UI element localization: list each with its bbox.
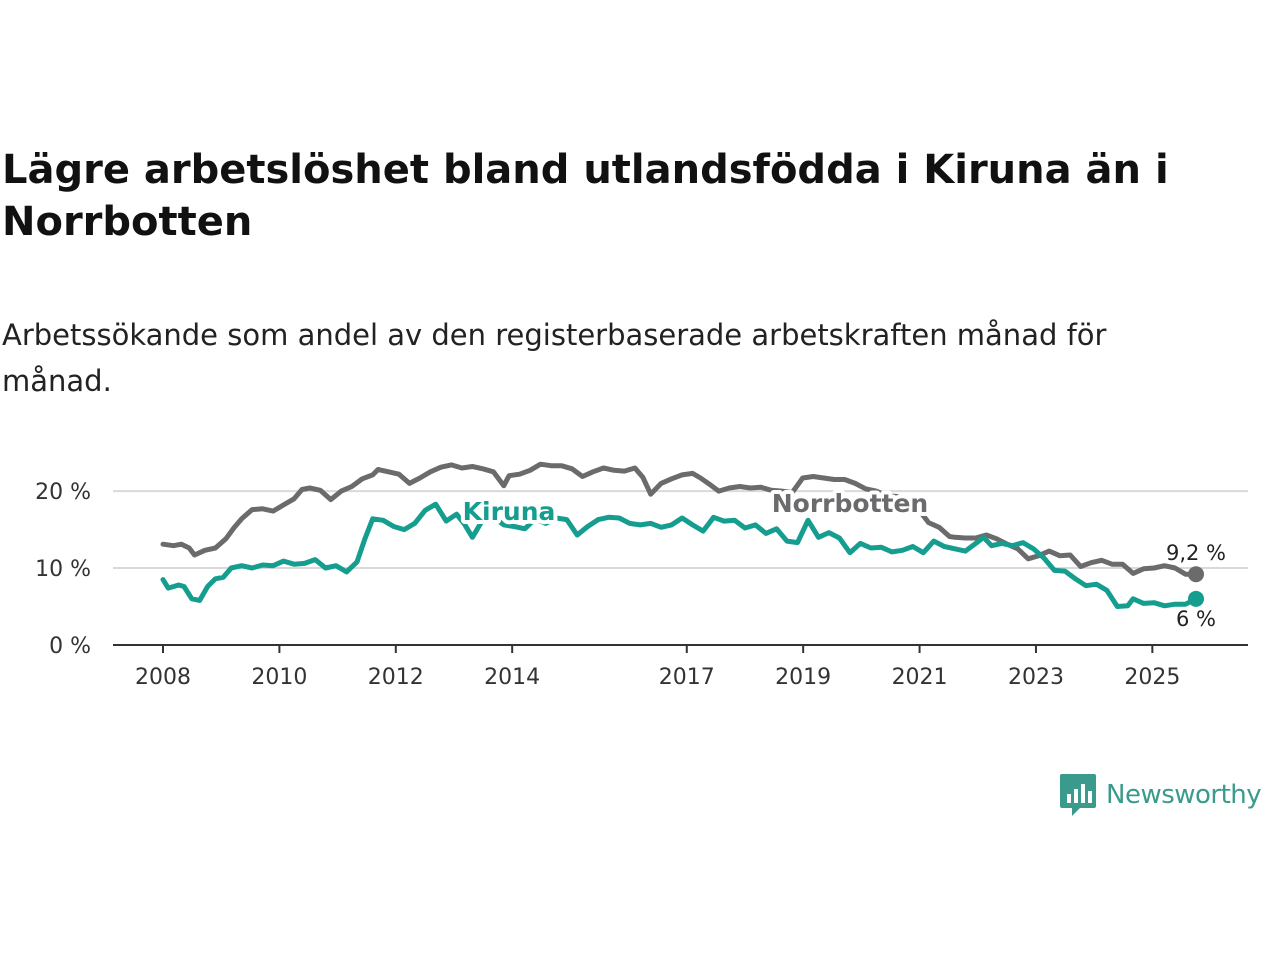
kiruna-end-value: 6 % (1176, 607, 1216, 631)
x-tick-label: 2017 (659, 665, 715, 690)
logo-text: Newsworthy (1106, 780, 1262, 810)
series-end-marker-norrbotten (1188, 566, 1204, 583)
chart-subtitle: Arbetssökande som andel av den registerb… (2, 318, 1107, 398)
x-tick-label: 2014 (484, 665, 540, 690)
x-tick-label: 2012 (368, 665, 424, 690)
x-tick-label: 2008 (135, 665, 191, 690)
grid: 0 % 10 % 20 % (35, 480, 1248, 659)
series (160, 461, 1204, 609)
y-tick-label: 0 % (49, 634, 91, 659)
y-tick-label: 20 % (35, 480, 91, 505)
bar-chart-speech-bubble-icon (1060, 774, 1096, 816)
x-tick-label: 2023 (1008, 665, 1064, 690)
x-tick-label: 2025 (1124, 665, 1180, 690)
x-tick-label: 2021 (892, 665, 948, 690)
y-tick-label: 10 % (35, 557, 91, 582)
x-tick-label: 2010 (251, 665, 307, 690)
series-end-marker-kiruna (1188, 590, 1204, 607)
newsworthy-logo[interactable]: Newsworthy (1058, 772, 1262, 818)
series-line-norrbotten (160, 461, 1199, 577)
kiruna-label-text: Kiruna (463, 497, 556, 526)
norrbotten-label-halo: Norrbotten (772, 489, 928, 518)
chart-title: Lägre arbetslöshet bland utlandsfödda i … (2, 147, 1169, 245)
x-axis: 2008 2010 2012 2014 2017 2019 2021 2023 2025 (113, 644, 1248, 690)
kiruna-label-halo: Kiruna (463, 497, 556, 526)
x-tick-label: 2019 (775, 665, 831, 690)
norrbotten-end-value: 9,2 % (1166, 541, 1226, 565)
series-line-kiruna (160, 501, 1199, 609)
norrbotten-label-text: Norrbotten (772, 489, 928, 518)
